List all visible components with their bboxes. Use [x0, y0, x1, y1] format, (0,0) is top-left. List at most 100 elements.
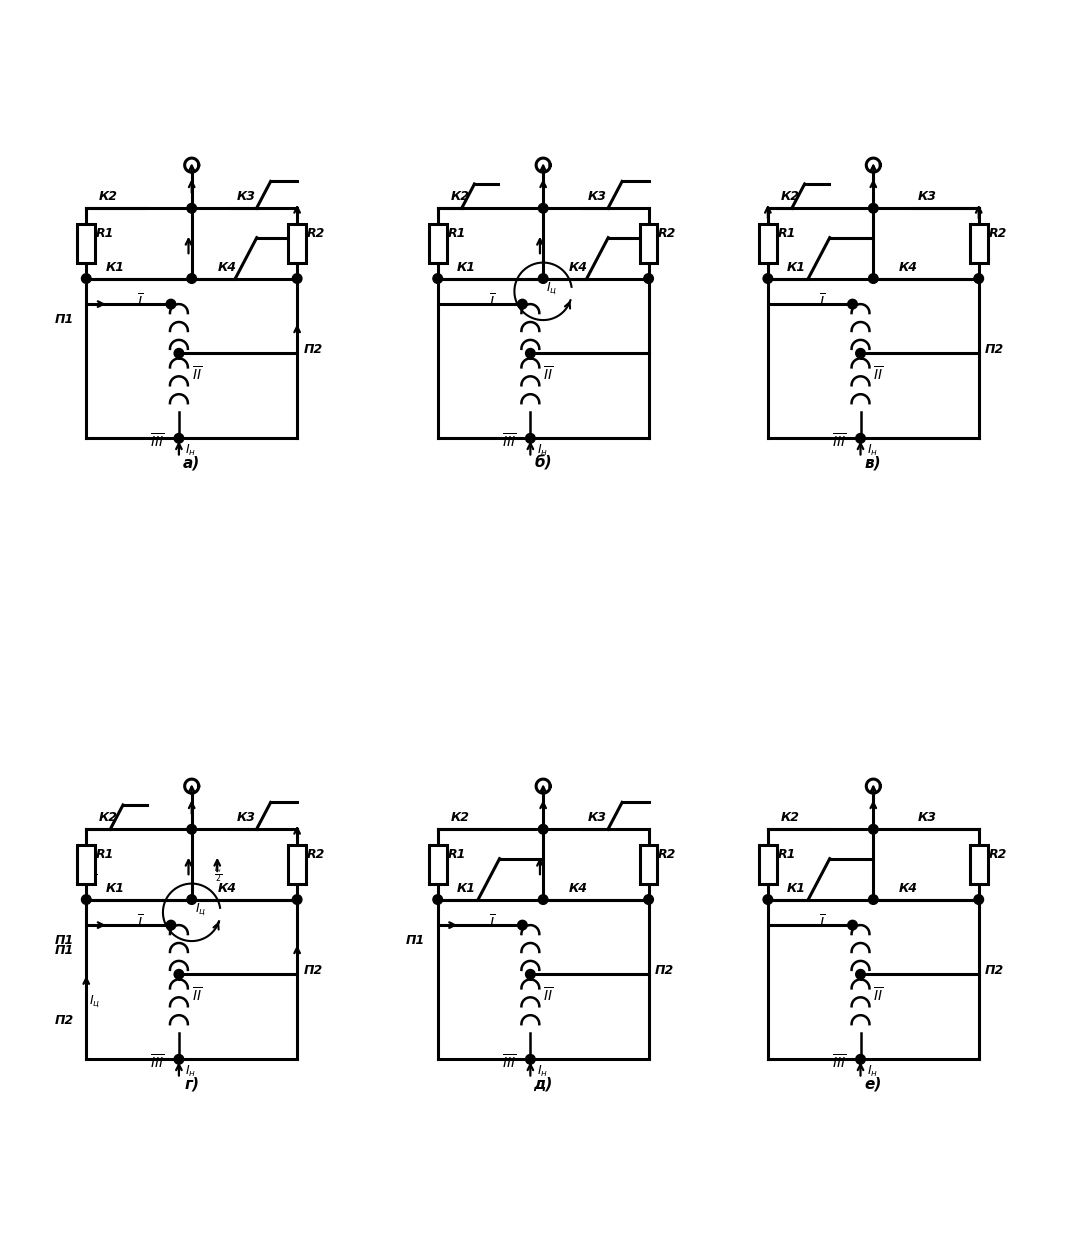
Text: $\overline{III}$: $\overline{III}$ — [832, 1053, 846, 1072]
Circle shape — [973, 894, 983, 904]
Bar — [429, 846, 446, 883]
Circle shape — [174, 349, 183, 358]
Text: $\overline{III}$: $\overline{III}$ — [832, 432, 846, 451]
Circle shape — [292, 894, 302, 904]
Text: $I_н$: $I_н$ — [185, 1064, 196, 1079]
Bar — [289, 225, 306, 262]
Text: П1: П1 — [406, 934, 425, 948]
Text: $I_ц$: $I_ц$ — [546, 281, 558, 297]
Text: К1: К1 — [787, 261, 806, 273]
Text: К4: К4 — [569, 882, 588, 894]
Text: $\overline{II}$: $\overline{II}$ — [543, 986, 554, 1005]
Text: К4: К4 — [569, 261, 588, 273]
Circle shape — [166, 920, 176, 930]
Bar — [429, 225, 446, 262]
Text: $\overline{III}$: $\overline{III}$ — [502, 432, 515, 451]
Bar — [78, 225, 95, 262]
Text: в): в) — [865, 455, 882, 469]
Text: К2: К2 — [781, 190, 800, 204]
Text: $I_н$: $I_н$ — [867, 443, 878, 458]
Text: К3: К3 — [236, 190, 256, 204]
Bar — [640, 225, 657, 262]
Text: К2: К2 — [450, 811, 470, 825]
Circle shape — [868, 825, 878, 835]
Bar — [759, 846, 776, 883]
Circle shape — [174, 970, 183, 979]
Text: R1: R1 — [777, 848, 796, 861]
Text: $I_н$: $I_н$ — [867, 1064, 878, 1079]
Circle shape — [538, 825, 547, 835]
Text: К2: К2 — [99, 190, 118, 204]
Bar — [970, 846, 987, 883]
Text: $\overline{II}$: $\overline{II}$ — [873, 986, 884, 1005]
Bar — [289, 846, 306, 883]
Text: К3: К3 — [918, 811, 937, 825]
Text: $\frac{I_н}{2}$: $\frac{I_н}{2}$ — [214, 862, 223, 884]
Text: К1: К1 — [457, 882, 476, 894]
Circle shape — [538, 894, 547, 904]
Text: б): б) — [535, 455, 552, 469]
Circle shape — [525, 433, 535, 443]
Text: $I_н$: $I_н$ — [537, 443, 547, 458]
Text: R1: R1 — [96, 848, 114, 861]
Text: R1: R1 — [777, 227, 796, 240]
Text: К3: К3 — [236, 811, 256, 825]
Text: $\frac{I_н}{2}$: $\frac{I_н}{2}$ — [89, 862, 98, 884]
Text: R2: R2 — [658, 848, 676, 861]
Circle shape — [763, 894, 773, 904]
Circle shape — [643, 273, 653, 283]
Circle shape — [525, 970, 535, 979]
Text: К1: К1 — [105, 882, 125, 894]
Text: $\overline{I}$: $\overline{I}$ — [819, 292, 825, 310]
Circle shape — [518, 920, 527, 930]
Text: $\overline{I}$: $\overline{I}$ — [137, 913, 144, 932]
Text: $\overline{II}$: $\overline{II}$ — [873, 365, 884, 384]
Text: К4: К4 — [217, 261, 236, 273]
Text: П2: П2 — [985, 964, 1004, 977]
Text: $\overline{II}$: $\overline{II}$ — [543, 365, 554, 384]
Text: П1: П1 — [54, 944, 73, 956]
Circle shape — [292, 273, 302, 283]
Text: П2: П2 — [304, 343, 323, 356]
Circle shape — [186, 204, 196, 214]
Circle shape — [186, 825, 196, 835]
Text: г): г) — [184, 1076, 199, 1090]
Bar — [640, 846, 657, 883]
Text: $\overline{III}$: $\overline{III}$ — [150, 1053, 164, 1072]
Bar — [970, 225, 987, 262]
Text: К3: К3 — [588, 190, 607, 204]
Circle shape — [868, 273, 878, 283]
Text: К2: К2 — [781, 811, 800, 825]
Circle shape — [538, 273, 547, 283]
Circle shape — [186, 273, 196, 283]
Text: а): а) — [183, 455, 200, 469]
Circle shape — [432, 273, 443, 283]
Text: R2: R2 — [658, 227, 676, 240]
Text: $I_ц$: $I_ц$ — [195, 902, 207, 918]
Text: R2: R2 — [307, 848, 325, 861]
Bar — [78, 846, 95, 883]
Text: $I_ц$: $I_ц$ — [89, 994, 101, 1010]
Text: $\overline{II}$: $\overline{II}$ — [192, 365, 202, 384]
Circle shape — [856, 1054, 865, 1064]
Text: $\overline{I}$: $\overline{I}$ — [489, 292, 495, 310]
Circle shape — [525, 349, 535, 358]
Text: $\overline{I}$: $\overline{I}$ — [819, 913, 825, 932]
Circle shape — [186, 894, 196, 904]
Text: R1: R1 — [447, 848, 465, 861]
Circle shape — [643, 894, 653, 904]
Text: К1: К1 — [457, 261, 476, 273]
Text: К3: К3 — [918, 190, 937, 204]
Text: П2: П2 — [54, 1013, 73, 1027]
Text: R2: R2 — [307, 227, 325, 240]
Text: R2: R2 — [988, 848, 1006, 861]
Text: П2: П2 — [304, 964, 323, 977]
Circle shape — [174, 1054, 183, 1064]
Text: $\overline{III}$: $\overline{III}$ — [150, 432, 164, 451]
Circle shape — [763, 273, 773, 283]
Text: R1: R1 — [447, 227, 465, 240]
Circle shape — [856, 970, 865, 979]
Text: е): е) — [865, 1076, 882, 1090]
Text: $\overline{I}$: $\overline{I}$ — [489, 913, 495, 932]
Text: К2: К2 — [99, 811, 118, 825]
